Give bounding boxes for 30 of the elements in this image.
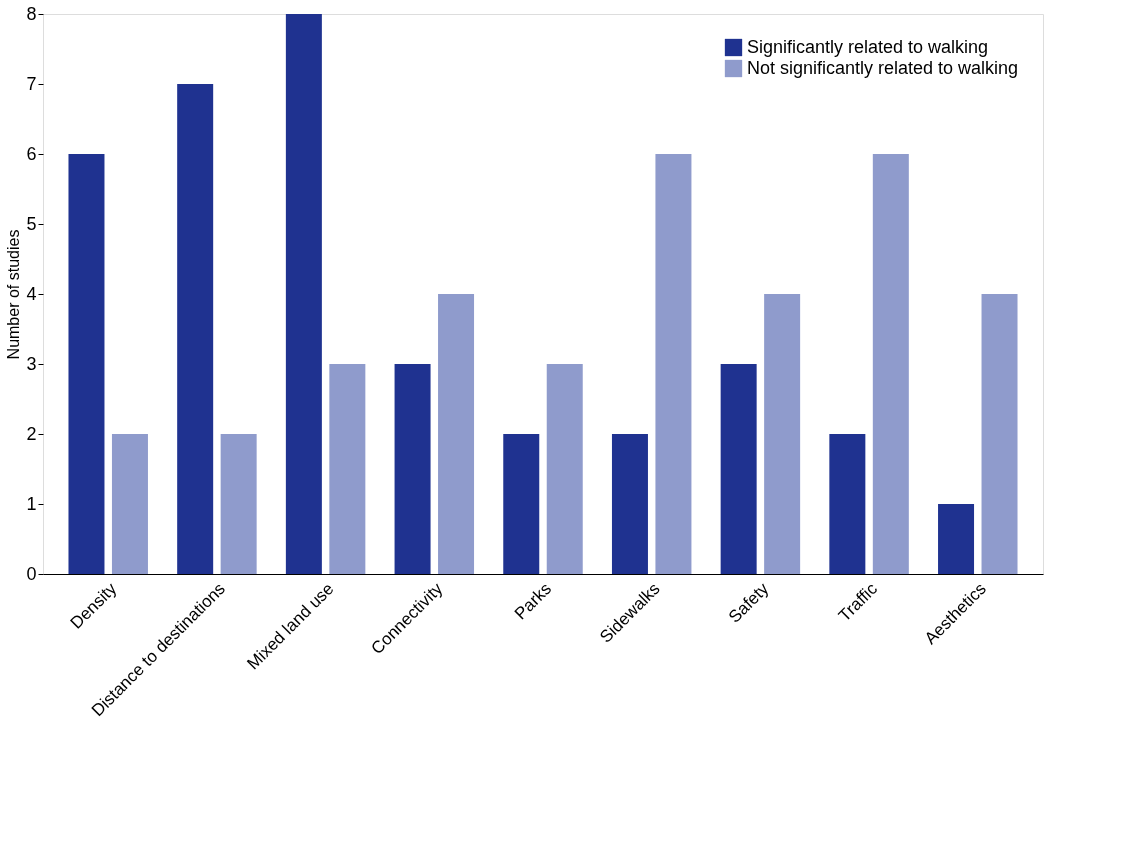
y-tick-label: 5 bbox=[26, 213, 37, 234]
y-tick-label: 1 bbox=[26, 493, 37, 514]
bar bbox=[329, 364, 366, 574]
y-tick-label: 4 bbox=[26, 283, 37, 304]
y-tick-label: 7 bbox=[26, 73, 37, 94]
bar bbox=[394, 364, 431, 574]
bar bbox=[655, 154, 692, 574]
legend-label: Significantly related to walking bbox=[747, 36, 989, 57]
y-axis-title: Number of studies bbox=[5, 229, 23, 360]
bar bbox=[872, 154, 909, 574]
bar bbox=[111, 434, 148, 574]
legend-label: Not significantly related to walking bbox=[747, 57, 1019, 78]
y-tick-label: 3 bbox=[26, 353, 37, 374]
bar bbox=[720, 364, 757, 574]
y-tick-label: 2 bbox=[26, 423, 37, 444]
bar bbox=[68, 154, 105, 574]
bar bbox=[503, 434, 540, 574]
bar bbox=[546, 364, 583, 574]
bar bbox=[177, 84, 214, 574]
bar bbox=[981, 294, 1018, 574]
bar bbox=[220, 434, 257, 574]
bar bbox=[829, 434, 866, 574]
y-tick-label: 6 bbox=[26, 143, 37, 164]
bar bbox=[938, 504, 975, 574]
y-tick-label: 8 bbox=[26, 3, 37, 24]
bar bbox=[438, 294, 475, 574]
bar bbox=[764, 294, 801, 574]
y-tick-label: 0 bbox=[26, 563, 37, 584]
bar bbox=[285, 14, 322, 574]
bar bbox=[611, 434, 648, 574]
